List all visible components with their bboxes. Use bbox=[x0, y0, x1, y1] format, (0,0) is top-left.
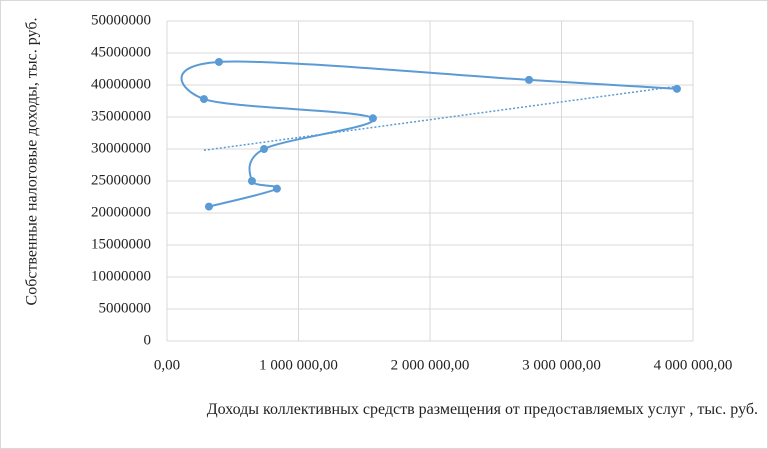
data-point bbox=[204, 202, 213, 211]
y-tick-label: 5000000 bbox=[99, 300, 152, 316]
series-line bbox=[180, 60, 678, 208]
y-tick-label: 20000000 bbox=[91, 204, 151, 220]
data-point bbox=[368, 114, 377, 123]
y-tick-label: 40000000 bbox=[91, 76, 151, 92]
x-tick-label: 2 000 000,00 bbox=[391, 357, 470, 373]
data-point bbox=[199, 95, 208, 104]
y-tick-label: 45000000 bbox=[91, 44, 151, 60]
y-tick-label: 10000000 bbox=[91, 268, 151, 284]
x-tick-label: 1 000 000,00 bbox=[259, 357, 338, 373]
trendline bbox=[203, 85, 678, 152]
data-point bbox=[672, 84, 681, 93]
y-tick-label: 15000000 bbox=[91, 236, 151, 252]
x-tick-label: 4 000 000,00 bbox=[654, 357, 733, 373]
y-tick-label: 50000000 bbox=[91, 12, 151, 28]
x-axis-title: Доходы коллективных средств размещения о… bbox=[206, 401, 758, 418]
y-tick-label: 35000000 bbox=[91, 108, 151, 124]
data-point bbox=[272, 184, 281, 193]
y-tick-label: 0 bbox=[144, 332, 152, 348]
data-point bbox=[525, 75, 534, 84]
x-tick-label: 3 000 000,00 bbox=[522, 357, 601, 373]
x-tick-label: 0,00 bbox=[154, 357, 180, 373]
y-axis-title: Собственные налоговые доходы, тыс. руб. bbox=[23, 17, 41, 306]
y-tick-label: 25000000 bbox=[91, 172, 151, 188]
y-tick-label: 30000000 bbox=[91, 140, 151, 156]
data-point bbox=[260, 145, 269, 153]
data-point bbox=[247, 177, 256, 185]
data-point bbox=[214, 57, 223, 66]
